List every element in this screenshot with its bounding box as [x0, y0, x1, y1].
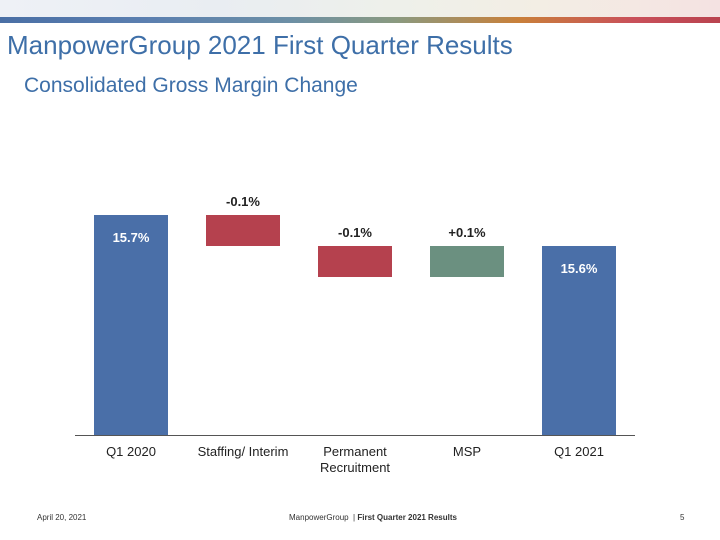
bar-4	[430, 246, 504, 277]
footer-report: First Quarter 2021 Results	[357, 513, 457, 522]
slide-title: ManpowerGroup 2021 First Quarter Results	[7, 30, 513, 60]
bar-1	[94, 215, 168, 435]
footer-company: ManpowerGroup	[289, 513, 349, 522]
slide-subtitle: Consolidated Gross Margin Change	[24, 74, 358, 97]
category-label-3-line-1: Permanent	[323, 444, 387, 459]
banner-fade	[0, 0, 720, 22]
bar-5	[542, 246, 616, 435]
footer-title: ManpowerGroup | First Quarter 2021 Resul…	[289, 513, 457, 522]
category-label-1: Q1 2020	[106, 444, 156, 459]
data-label-3: -0.1%	[338, 225, 372, 240]
page-number: 5	[680, 513, 685, 522]
bar-3	[318, 246, 392, 277]
data-label-4: +0.1%	[448, 225, 486, 240]
data-label-2: -0.1%	[226, 194, 260, 209]
category-label-4: MSP	[453, 444, 481, 459]
bar-2	[206, 215, 280, 246]
category-label-3-line-2: Recruitment	[320, 460, 390, 475]
banner-stripe	[0, 17, 720, 23]
footer-date: April 20, 2021	[37, 513, 87, 522]
category-label-2: Staffing/ Interim	[198, 444, 289, 459]
top-banner	[0, 0, 720, 30]
data-label-5: 15.6%	[561, 261, 598, 276]
footer-separator: |	[353, 513, 356, 522]
data-label-1: 15.7%	[113, 230, 150, 245]
category-label-5: Q1 2021	[554, 444, 604, 459]
